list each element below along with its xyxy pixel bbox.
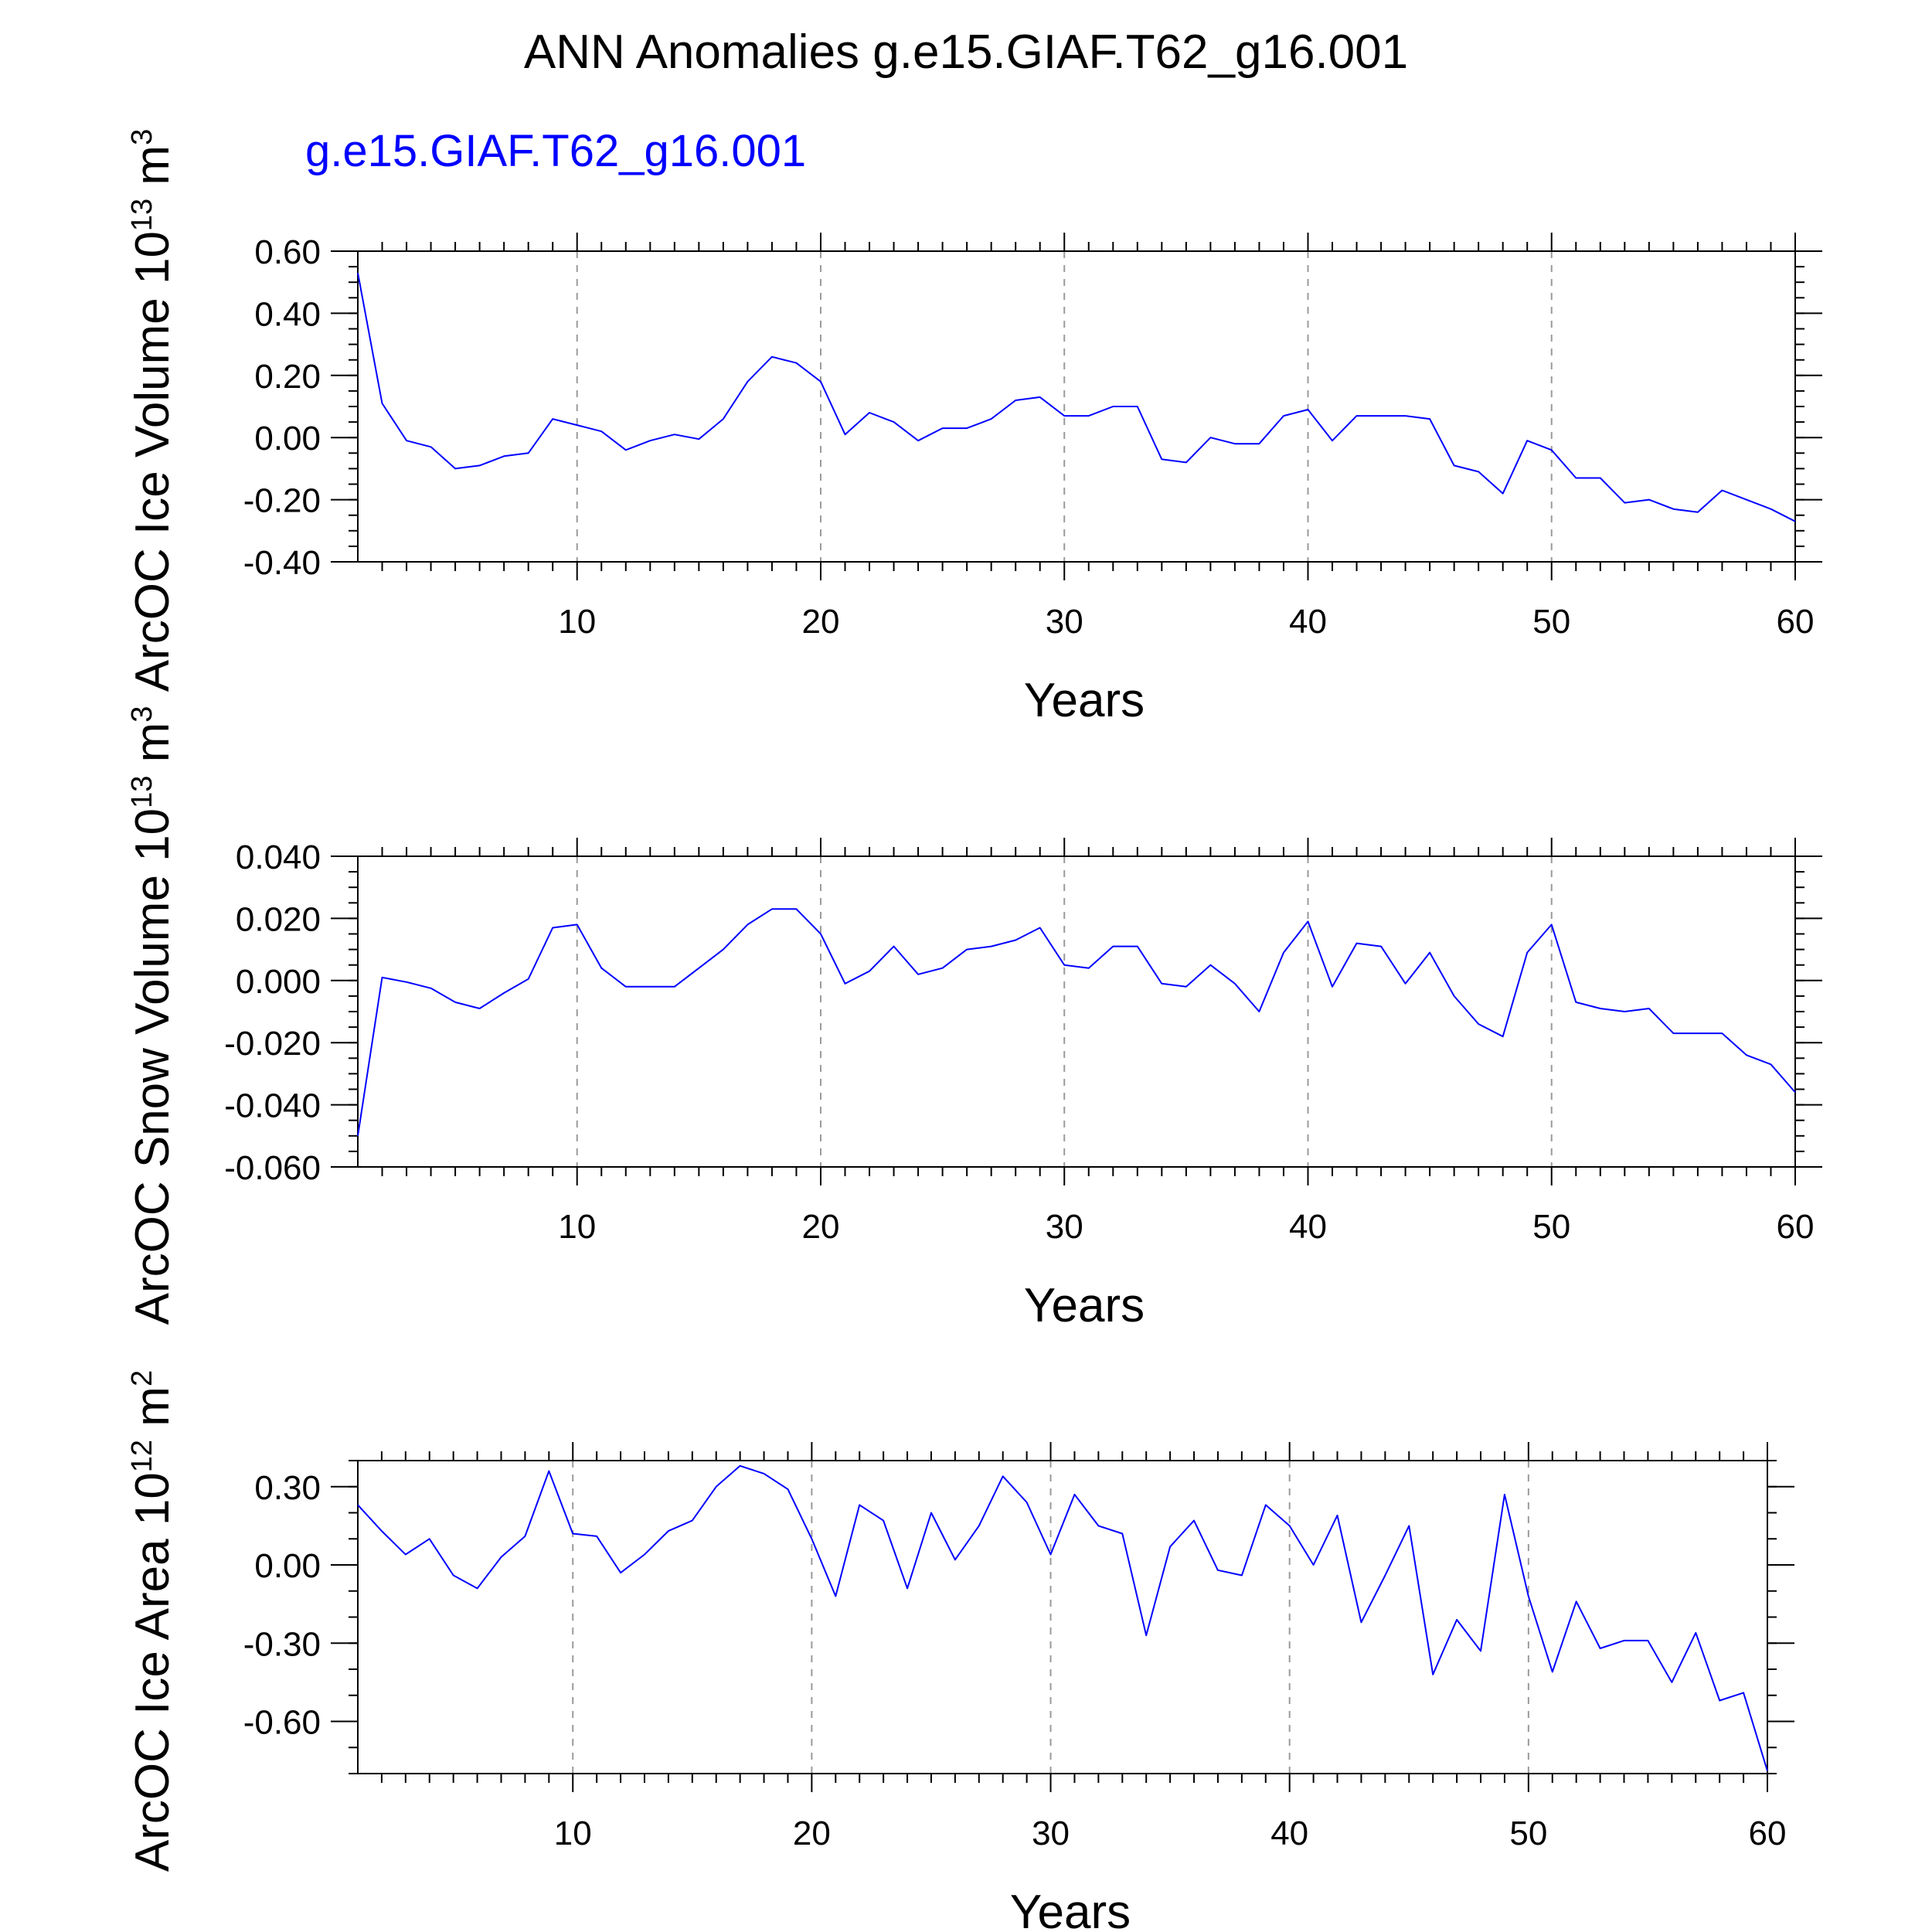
- series-line-1: [357, 272, 1796, 522]
- x-tick-label: 50: [1532, 603, 1570, 641]
- x-tick-label: 50: [1509, 1815, 1547, 1852]
- plot-frame: [357, 1460, 1768, 1774]
- y-axis-title-text: m: [126, 723, 179, 776]
- y-tick-label: 0.000: [236, 963, 321, 1001]
- x-tick-label: 20: [802, 603, 840, 641]
- chart-panels: 10 20 30 40 50 60 -0.40 -0.20 0.00 0.20 0.40 0.60 Ye…: [126, 129, 1822, 1932]
- y-tick-label: 0.20: [254, 358, 321, 396]
- y-tick-label: 0.020: [236, 900, 321, 938]
- y-axis-title-text: m: [126, 145, 179, 199]
- x-axis-title: Years: [1010, 1886, 1131, 1932]
- y-axis-title: ArcOC Snow Volume 1013 m3: [126, 706, 179, 1325]
- y-tick-label: -0.60: [243, 1704, 321, 1742]
- x-tick-label: 60: [1749, 1815, 1787, 1852]
- x-tick-label: 20: [793, 1815, 831, 1852]
- y-tick-label: 0.040: [236, 838, 321, 876]
- x-tick-label: 30: [1046, 603, 1083, 641]
- y-axis-title-text: ArcOC Ice Area 10: [126, 1472, 179, 1872]
- y-tick-label: -0.060: [224, 1149, 321, 1187]
- chart-panel-1: 10 20 30 40 50 60 -0.40 -0.20 0.00 0.20 0.40 0.60 Ye…: [126, 129, 1822, 727]
- chart-panel-2: 10 20 30 40 50 60 -0.060 -0.040 -0.020 0.000 0.020…: [126, 706, 1822, 1332]
- figure-subtitle: g.e15.GIAF.T62_g16.001: [305, 126, 806, 176]
- y-axis-title-text: ArcOC Snow Volume 10: [126, 808, 179, 1325]
- x-axis-title: Years: [1024, 674, 1145, 727]
- x-tick-label: 30: [1046, 1208, 1083, 1246]
- figure-title: ANN Anomalies g.e15.GIAF.T62_g16.001: [524, 26, 1408, 79]
- y-axis-title-superscript: 13: [126, 776, 158, 808]
- y-tick-label: -0.40: [243, 544, 321, 582]
- chart-panel-3: 10 20 30 40 50 60 -0.60 -0.30 0.00 0.30 Years ArcOC…: [126, 1370, 1794, 1932]
- series-line-1: [357, 1464, 1768, 1771]
- x-tick-label: 10: [558, 1208, 596, 1246]
- y-tick-label: 0.30: [254, 1469, 321, 1507]
- y-axis-title: ArcOC Ice Volume 1013 m3: [126, 129, 179, 692]
- y-tick-label: 0.40: [254, 295, 321, 333]
- y-axis-title-superscript: 12: [126, 1440, 158, 1472]
- y-tick-label: -0.040: [224, 1087, 321, 1125]
- y-axis-title-superscript: 3: [126, 706, 158, 723]
- y-tick-label: -0.020: [224, 1025, 321, 1063]
- y-axis-title: ArcOC Ice Area 1012 m2: [126, 1370, 179, 1872]
- x-tick-label: 50: [1532, 1208, 1570, 1246]
- y-tick-label: 0.00: [254, 420, 321, 457]
- x-tick-label: 40: [1289, 1208, 1327, 1246]
- y-tick-label: -0.20: [243, 482, 321, 520]
- y-axis-title-text: ArcOC Ice Volume 10: [126, 231, 179, 692]
- x-tick-label: 20: [802, 1208, 840, 1246]
- plot-frame: [357, 855, 1796, 1168]
- x-tick-label: 60: [1777, 1208, 1815, 1246]
- y-axis-title-superscript: 3: [126, 129, 158, 145]
- y-axis-title-superscript: 2: [126, 1370, 158, 1386]
- x-tick-label: 30: [1032, 1815, 1070, 1852]
- x-tick-label: 40: [1270, 1815, 1308, 1852]
- x-tick-label: 60: [1777, 603, 1815, 641]
- x-tick-label: 10: [558, 603, 596, 641]
- x-tick-label: 40: [1289, 603, 1327, 641]
- series-line-1: [357, 908, 1796, 1136]
- plot-frame: [357, 250, 1796, 563]
- y-tick-label: 0.00: [254, 1547, 321, 1585]
- y-axis-title-superscript: 13: [126, 199, 158, 231]
- y-tick-label: 0.60: [254, 233, 321, 271]
- x-tick-label: 10: [554, 1815, 592, 1852]
- y-tick-label: -0.30: [243, 1625, 321, 1663]
- x-axis-title: Years: [1024, 1279, 1145, 1332]
- y-axis-title-text: m: [126, 1386, 179, 1440]
